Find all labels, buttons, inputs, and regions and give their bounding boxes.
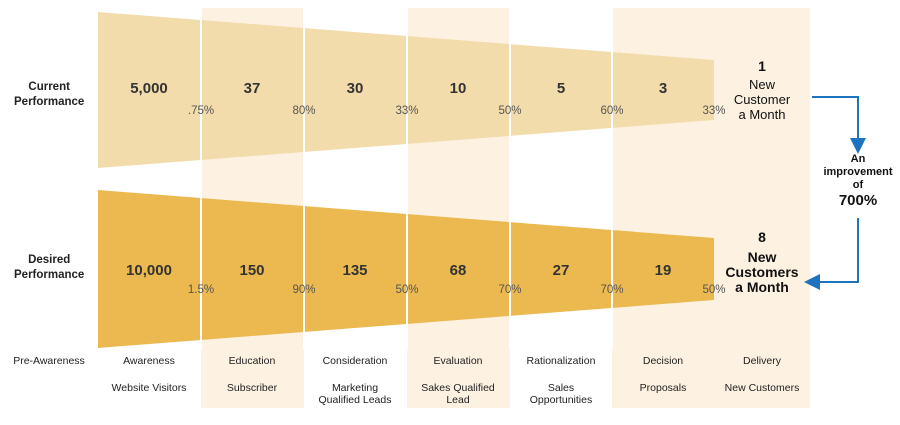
role-label: Marketing Qualified Leads — [318, 382, 392, 406]
current-stage-value: 10 — [449, 80, 467, 97]
return-arrow — [804, 218, 859, 290]
current-result-count: 1 — [758, 58, 766, 74]
current-conversion-rate: 33% — [395, 105, 419, 117]
desired-result-count: 8 — [758, 229, 766, 245]
desired-stage-value: 10,000 — [126, 262, 172, 279]
current-performance-label: Current Performance — [14, 81, 85, 108]
current-stage-value: 30 — [346, 80, 364, 97]
desired-stage-value: 68 — [449, 262, 467, 279]
stage-label: Education — [228, 355, 276, 367]
role-label: Sakes Qualified Lead — [421, 382, 495, 406]
role-label: New Customers — [724, 382, 800, 394]
current-conversion-rate: .75% — [187, 105, 215, 117]
desired-conversion-rate: 70% — [600, 284, 624, 296]
improvement-value: 700% — [838, 192, 878, 209]
current-conversion-rate: 33% — [702, 105, 726, 117]
desired-conversion-rate: 50% — [395, 284, 419, 296]
stage-label: Delivery — [743, 355, 781, 367]
stage-label: Rationalization — [526, 355, 596, 367]
desired-stage-value: 19 — [654, 262, 672, 279]
current-stage-value: 37 — [243, 80, 261, 97]
current-conversion-rate: 60% — [600, 105, 624, 117]
desired-stage-value: 27 — [552, 262, 570, 279]
stage-label: Pre-Awareness — [13, 355, 85, 367]
desired-stage-value: 135 — [342, 262, 368, 279]
desired-result-text: New Customers a Month — [725, 249, 799, 295]
stage-label: Decision — [642, 355, 684, 367]
improvement-callout: An improvement of 700% — [816, 153, 900, 209]
current-stage-value: 5 — [556, 80, 566, 97]
role-label: Proposals — [639, 382, 687, 394]
current-conversion-rate: 50% — [498, 105, 522, 117]
role-label: Website Visitors — [111, 382, 187, 394]
desired-conversion-rate: 70% — [498, 284, 522, 296]
current-stage-value: 5,000 — [130, 80, 168, 97]
stage-label: Evaluation — [433, 355, 483, 367]
current-stage-value: 3 — [658, 80, 668, 97]
current-conversion-rate: 80% — [292, 105, 316, 117]
desired-conversion-rate: 90% — [292, 284, 316, 296]
role-label: Sales Opportunities — [529, 382, 593, 406]
stage-label: Awareness — [123, 355, 175, 367]
down-arrow — [812, 96, 866, 154]
role-label: Subscriber — [226, 382, 278, 394]
desired-conversion-rate: 1.5% — [187, 284, 215, 296]
stage-label: Consideration — [322, 355, 388, 367]
desired-stage-value: 150 — [239, 262, 265, 279]
desired-conversion-rate: 50% — [702, 284, 726, 296]
current-result-text: New Customer a Month — [733, 77, 791, 122]
improvement-text: An improvement of — [823, 153, 893, 191]
desired-performance-label: Desired Performance — [14, 254, 85, 281]
delivery-band — [714, 8, 810, 408]
